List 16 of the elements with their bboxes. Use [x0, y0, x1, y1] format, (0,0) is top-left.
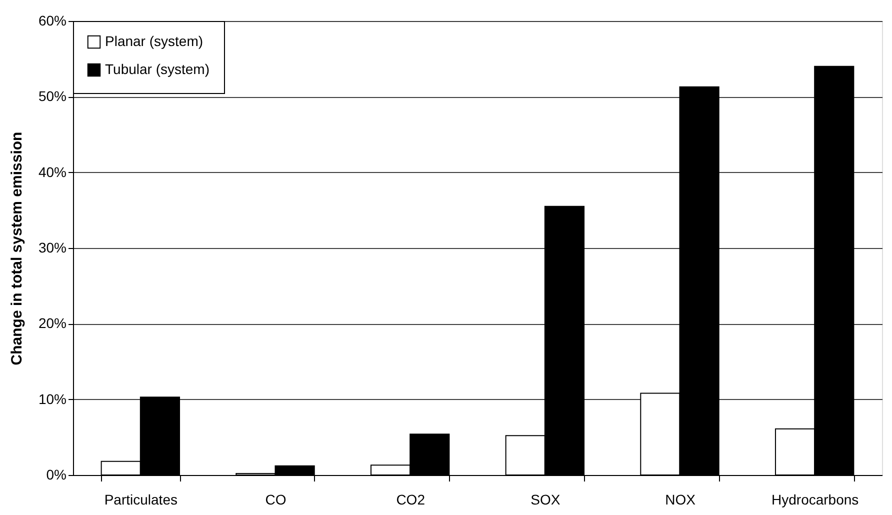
y-tick-label: 0% [46, 466, 66, 482]
y-tick-label: 40% [38, 164, 66, 180]
x-tick-label: CO2 [396, 492, 426, 508]
x-tick-label: NOX [665, 492, 696, 508]
legend-label: Tubular (system) [105, 61, 210, 77]
y-tick-label: 50% [38, 88, 66, 104]
x-tick-label: Hydrocarbons [772, 492, 859, 508]
y-tick-label: 60% [38, 12, 66, 28]
y-axis-title: Change in total system emission [8, 132, 26, 366]
y-tick-label: 10% [38, 390, 66, 407]
x-tick-label: CO [265, 492, 286, 508]
x-tick-label: Particulates [104, 492, 178, 508]
y-tick-label: 20% [38, 315, 66, 332]
y-tick-label: 30% [38, 240, 66, 256]
x-tick-label: SOX [530, 492, 561, 508]
legend-label: Planar (system) [105, 33, 204, 49]
